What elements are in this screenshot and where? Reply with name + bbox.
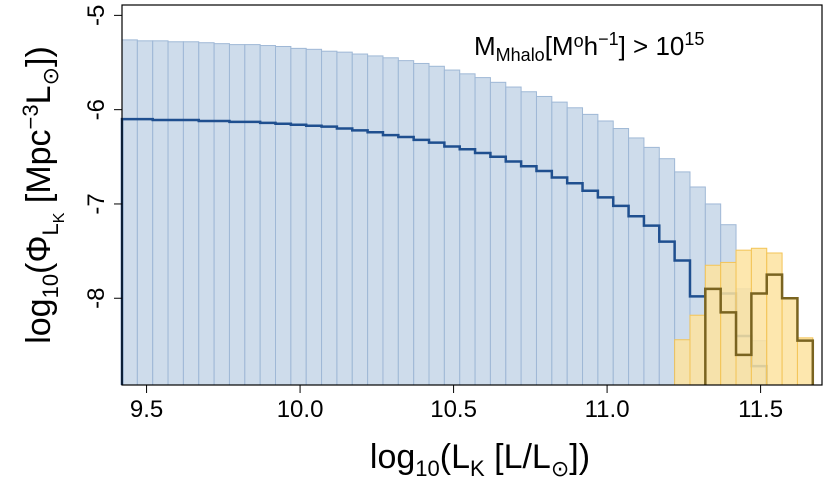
- y-axis-label: log10(ΦLK [Mpc−3L⊙]): [18, 46, 68, 344]
- y-axis-label-part: K: [51, 212, 68, 223]
- histogram-bar: [474, 77, 491, 386]
- x-tick-label: 10.0: [277, 396, 324, 423]
- histogram-bar: [535, 95, 553, 386]
- histogram-bar: [459, 73, 476, 386]
- y-axis-label-part: (Φ: [20, 235, 58, 273]
- histogram-bar: [198, 42, 215, 386]
- histogram-bar: [597, 120, 614, 386]
- histogram-bar: [121, 39, 138, 386]
- annotation-part: ] > 10: [619, 31, 685, 61]
- histogram-bar: [259, 45, 277, 386]
- annotation-part: −1: [598, 29, 619, 49]
- histogram-bar: [382, 57, 399, 386]
- x-axis-label-part: ]): [569, 438, 590, 476]
- x-axis-label-part: log: [370, 438, 415, 476]
- histogram-bar: [275, 45, 292, 386]
- histogram-bar: [228, 44, 246, 386]
- histogram-bar: [443, 69, 461, 386]
- histogram-bar: [796, 337, 814, 386]
- histogram-bar: [566, 107, 584, 386]
- histogram-bar: [628, 137, 645, 386]
- histogram-bar: [244, 44, 261, 386]
- histogram-bar: [582, 113, 599, 386]
- x-axis-label-part: ⊙: [551, 456, 569, 478]
- x-tick-label: 10.5: [430, 396, 477, 423]
- y-axis-label-part: L: [20, 85, 58, 104]
- histogram-bar: [397, 60, 415, 386]
- histogram-bar: [182, 41, 200, 386]
- y-axis-label-part: [Mpc: [20, 129, 58, 212]
- x-tick-label: 11.5: [738, 396, 783, 423]
- x-axis-label-part: 10: [415, 456, 439, 478]
- annotation-part: M: [474, 31, 496, 61]
- histogram-bar: [704, 264, 722, 386]
- histogram-bar: [689, 314, 706, 386]
- histogram-bar: [367, 55, 384, 386]
- histogram-bar: [321, 50, 338, 386]
- y-tick-label: -5: [83, 5, 110, 26]
- histogram-bar: [750, 247, 768, 386]
- histogram-bar: [489, 81, 507, 386]
- y-axis-label-part: 10: [38, 274, 63, 298]
- histogram-bar: [766, 252, 783, 386]
- histogram-bar: [612, 128, 630, 386]
- histogram-bar: [167, 41, 184, 386]
- plot-area: [120, 39, 815, 386]
- histogram-bar: [674, 339, 691, 386]
- x-tick-label: 11.0: [585, 396, 630, 423]
- histogram-bar: [735, 249, 752, 386]
- annotation-part: Mhalo: [496, 45, 545, 65]
- histogram-step-line: [120, 117, 768, 385]
- y-tick-label: -7: [83, 193, 110, 214]
- x-axis-label-part: (L: [440, 438, 470, 476]
- annotation: MMhalo[Moh−1] > 1015: [474, 29, 704, 65]
- histogram-bar: [643, 146, 660, 386]
- annotation-part: h: [584, 31, 598, 61]
- histogram-bar: [351, 53, 369, 386]
- histogram-bar: [551, 101, 568, 386]
- y-axis-label-part: log: [20, 298, 58, 343]
- histogram-bar: [213, 43, 230, 386]
- y-tick-label: -8: [83, 288, 110, 309]
- x-axis-label: log10(LK [L/L⊙]): [370, 438, 590, 478]
- annotation-part: o: [574, 31, 584, 51]
- y-axis-label-part: ]): [20, 46, 58, 67]
- histogram-bar: [720, 261, 737, 386]
- y-axis-label-part: −3: [18, 104, 43, 129]
- x-axis-label-part: K: [470, 456, 485, 478]
- histogram-bar: [336, 51, 353, 386]
- annotation-part: 15: [684, 29, 704, 49]
- histogram-bar: [152, 40, 169, 386]
- y-axis-label-part: ⊙: [38, 67, 63, 85]
- histogram-bar: [781, 297, 798, 386]
- histogram-bar: [290, 47, 307, 386]
- y-tick-label: -6: [83, 99, 110, 120]
- y-axis-label-part: L: [38, 223, 63, 235]
- histogram-bar: [505, 86, 522, 386]
- histogram-step-line: [704, 273, 815, 385]
- histogram-bar: [136, 40, 154, 386]
- histogram-bar: [305, 48, 323, 386]
- annotation-part: [M: [545, 31, 574, 61]
- x-axis-label-part: [L/L: [485, 438, 551, 476]
- histogram-bar: [428, 65, 445, 386]
- plot-frame: [121, 4, 823, 386]
- histogram-bar: [520, 91, 537, 386]
- x-tick-label: 9.5: [130, 396, 163, 423]
- histogram-bar: [413, 62, 430, 386]
- histogram-bar: [658, 158, 676, 386]
